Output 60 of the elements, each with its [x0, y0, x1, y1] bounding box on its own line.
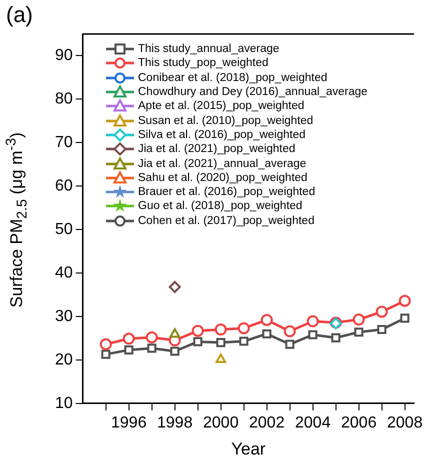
legend-label: Conibear et al. (2018)_pop_weighted — [138, 70, 328, 85]
point — [398, 294, 411, 307]
point — [192, 324, 204, 337]
x-tick-label: 1996 — [111, 414, 147, 432]
y-tick-label: 50 — [55, 220, 73, 238]
point — [239, 336, 248, 346]
legend-label: Guo et al. (2018)_pop_weighted — [138, 199, 302, 214]
y-tick-label: 40 — [55, 264, 73, 282]
point — [169, 328, 180, 338]
legend-label: Silva et al. (2016)_pop_weighted — [138, 128, 306, 142]
legend-label: Susan et al. (2010)_pop_weighted — [138, 114, 314, 128]
y-tick-label: 60 — [55, 178, 73, 195]
point — [101, 350, 110, 359]
point — [306, 315, 319, 328]
point — [400, 314, 410, 323]
point — [238, 322, 250, 334]
legend-label: Jia et al. (2021)_pop_weighted — [138, 142, 296, 156]
point — [168, 280, 181, 293]
y-tick-label: 10 — [55, 394, 73, 412]
y-tick-label: 70 — [55, 134, 73, 152]
point — [331, 333, 340, 342]
legend-label: Chowdhury and Dey (2016)_annual_average — [138, 85, 368, 100]
point — [170, 346, 180, 356]
y-tick-label: 30 — [55, 308, 73, 325]
y-tick-label: 80 — [55, 90, 73, 108]
x-axis-title: Year — [231, 439, 266, 458]
point — [262, 329, 272, 338]
point — [100, 338, 112, 350]
legend-label: This study_pop_weighted — [138, 56, 268, 70]
x-tick-label: 2000 — [203, 414, 239, 432]
point — [308, 330, 318, 340]
point — [124, 345, 134, 354]
x-tick-label: 1998 — [157, 414, 193, 432]
point — [122, 332, 135, 345]
point — [147, 344, 156, 353]
point — [377, 324, 386, 334]
legend-label: This study_annual_average — [138, 42, 280, 56]
point — [354, 328, 364, 337]
point — [193, 337, 202, 346]
legend-label: Sahu et al. (2020)_pop_weighted — [138, 170, 308, 185]
point — [376, 306, 388, 318]
legend-label: Brauer et al. (2016)_pop_weighted — [138, 185, 316, 200]
point — [215, 354, 226, 364]
x-tick-label: 2006 — [341, 414, 377, 432]
chart-title: (a) — [6, 2, 33, 28]
x-tick-label: 2002 — [249, 414, 285, 432]
point — [214, 324, 227, 336]
y-tick-label: 20 — [55, 351, 73, 368]
point — [260, 314, 273, 326]
x-tick-label: 2004 — [295, 414, 331, 432]
point — [284, 325, 296, 338]
point — [216, 338, 226, 348]
point — [352, 314, 365, 326]
point — [285, 340, 294, 349]
legend-label: Jia et al. (2021)_annual_average — [138, 156, 306, 171]
legend-label: Apte et al. (2015)_pop_weighted — [138, 99, 304, 114]
legend-label: Cohen et al. (2017)_pop_weighted — [138, 214, 314, 228]
y-tick-label: 90 — [55, 47, 73, 64]
x-tick-label: 2008 — [387, 414, 423, 432]
point — [146, 331, 158, 344]
